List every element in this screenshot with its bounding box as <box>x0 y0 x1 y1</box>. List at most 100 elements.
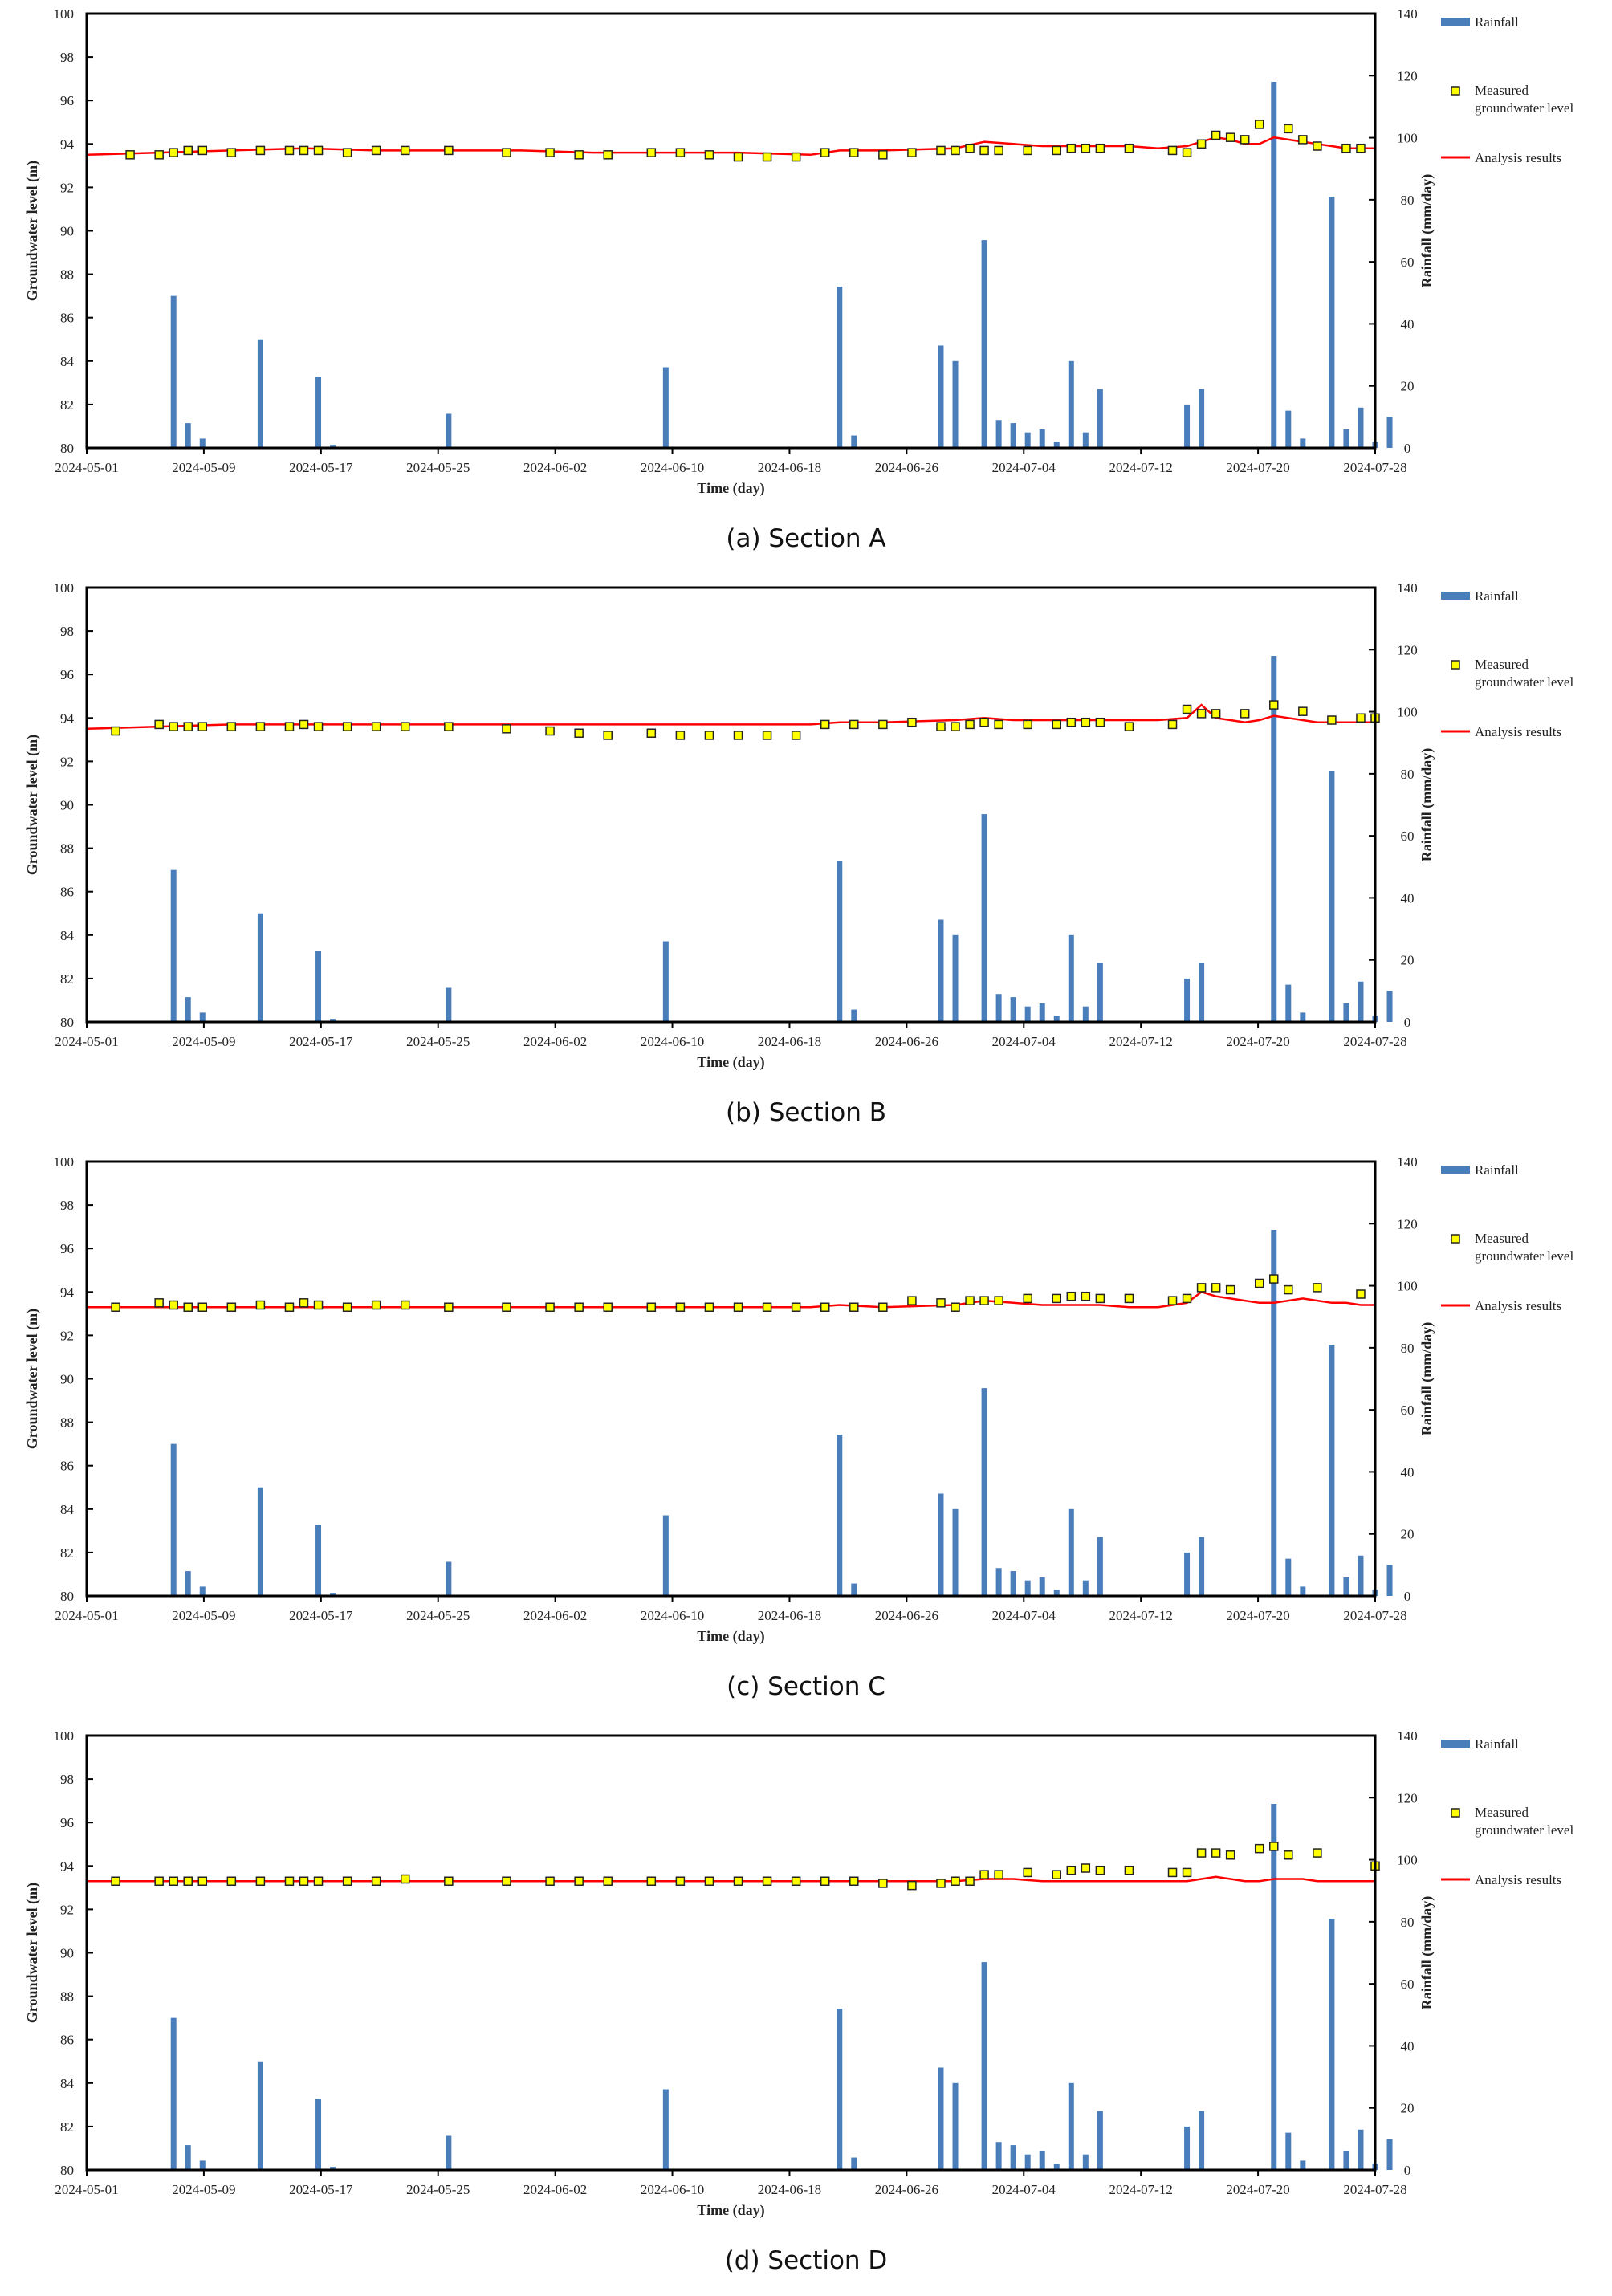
measured-point <box>1269 1274 1279 1284</box>
legend-measured-swatch <box>1451 86 1460 96</box>
y-tick-label: 98 <box>60 50 74 65</box>
rain-bar <box>1300 2160 1306 2170</box>
x-tick-label: 2024-06-18 <box>758 1034 821 1049</box>
x-tick-label: 2024-05-01 <box>55 2182 118 2197</box>
measured-point <box>154 719 164 730</box>
legend-rain-label: Rainfall <box>1475 14 1519 30</box>
y2-tick-label: 120 <box>1397 642 1418 657</box>
rain-bar <box>1343 1577 1349 1596</box>
rain-bar <box>995 420 1002 448</box>
measured-point <box>444 722 454 731</box>
y-tick-label: 82 <box>60 397 74 413</box>
measured-point <box>791 1876 801 1886</box>
measured-point <box>1066 1291 1077 1301</box>
measured-point <box>226 1302 237 1312</box>
rain-bar <box>981 814 987 1022</box>
measured-point <box>284 722 295 731</box>
measured-point <box>1254 1843 1264 1854</box>
rain-bar <box>446 2135 452 2170</box>
measured-point <box>502 1302 511 1312</box>
analysis-line <box>86 703 1375 731</box>
rain-bar <box>1300 1586 1306 1596</box>
rain-bar <box>938 2067 944 2170</box>
measured-point <box>936 1879 946 1888</box>
rain-bar <box>1285 984 1292 1022</box>
rain-bar <box>981 240 987 448</box>
measured-point <box>1284 1850 1293 1860</box>
y2-tick-label: 120 <box>1397 68 1418 83</box>
x-tick-label: 2024-07-04 <box>992 2182 1056 2197</box>
measured-point <box>1225 132 1235 142</box>
y-tick-label: 86 <box>60 2033 74 2048</box>
measured-point <box>646 1876 657 1886</box>
measured-point <box>951 722 960 731</box>
rain-bar <box>257 913 263 1022</box>
measured-point <box>255 1876 266 1886</box>
rain-bar <box>1285 410 1292 448</box>
measured-point <box>603 150 613 160</box>
measured-point <box>1052 1293 1062 1304</box>
measured-point <box>951 145 960 156</box>
rain-bar <box>995 1568 1002 1596</box>
measured-point <box>1356 143 1366 153</box>
measured-point <box>878 1879 888 1888</box>
measured-point <box>965 1876 975 1886</box>
rain-bar <box>952 360 959 448</box>
measured-point <box>1095 143 1105 153</box>
measured-point <box>849 148 859 157</box>
measured-point <box>1052 145 1062 156</box>
measured-point <box>849 719 859 730</box>
legend-analysis-label: Analysis results <box>1475 724 1561 739</box>
rain-bar <box>662 2089 669 2170</box>
x-tick-label: 2024-05-09 <box>172 1034 235 1049</box>
measured-point <box>255 722 266 731</box>
y-tick-label: 84 <box>60 2076 75 2091</box>
y2-tick-label: 140 <box>1397 6 1418 22</box>
rain-bar <box>170 1443 177 1596</box>
rain-bar <box>952 1508 959 1596</box>
y-tick-label: 88 <box>60 267 74 283</box>
measured-point <box>603 731 613 740</box>
plot-frame <box>85 1734 1377 2172</box>
x-axis-title: Time (day) <box>697 2202 764 2219</box>
rain-bar <box>1184 404 1191 448</box>
measured-point <box>1356 1289 1366 1299</box>
rain-bar <box>1285 2132 1292 2170</box>
rain-bar <box>185 997 191 1022</box>
x-tick-label: 2024-06-10 <box>641 1034 704 1049</box>
measured-point <box>371 722 381 731</box>
rain-bar <box>1053 2164 1060 2170</box>
x-tick-label: 2024-05-09 <box>172 2182 235 2197</box>
rain-bar <box>1285 1558 1292 1596</box>
measured-point <box>313 145 324 156</box>
measured-point <box>545 1302 555 1312</box>
chart-section-a: 80 82 84 86 88 90 92 94 96 98 100 0 20 40 60 80 100 120 14… <box>24 6 1573 553</box>
x-tick-label: 2024-05-01 <box>55 460 118 475</box>
y2-tick-label: 40 <box>1401 1464 1415 1480</box>
y2-tick-label: 140 <box>1397 1728 1418 1744</box>
rain-bar <box>1024 1580 1031 1596</box>
measured-point <box>733 1876 743 1886</box>
measured-point <box>342 722 352 731</box>
x-tick-label: 2024-05-09 <box>172 460 235 475</box>
measured-point <box>444 145 454 156</box>
figure-caption: (a) Section A <box>726 524 885 553</box>
x-tick-label: 2024-07-20 <box>1226 2182 1289 2197</box>
y2-tick-label: 40 <box>1401 2038 1415 2054</box>
rain-bar <box>1010 423 1016 448</box>
legend-measured-swatch <box>1451 1234 1460 1244</box>
legend-measured-swatch <box>1451 660 1460 670</box>
rain-bar <box>1271 1804 1277 2170</box>
measured-point <box>574 150 584 160</box>
measured-point <box>979 1870 989 1879</box>
y-tick-label: 92 <box>60 1328 74 1343</box>
measured-point <box>371 1300 381 1310</box>
measured-point <box>1023 145 1032 156</box>
rain-bar <box>995 2142 1002 2170</box>
measured-point <box>1211 130 1221 140</box>
rain-bar <box>170 2017 177 2170</box>
rain-bar <box>1010 2145 1016 2170</box>
measured-point <box>313 1300 324 1310</box>
measured-point <box>1095 717 1105 727</box>
rain-bar <box>662 1515 669 1596</box>
